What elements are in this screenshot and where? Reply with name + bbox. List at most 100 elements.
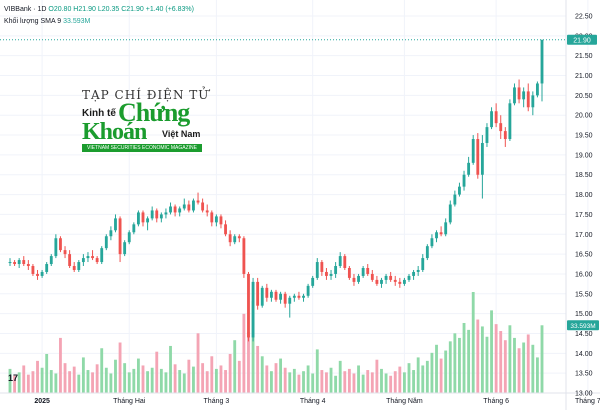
candle-body xyxy=(375,279,379,284)
candle-body xyxy=(407,275,411,280)
price-tick-label: 15.50 xyxy=(575,291,593,298)
candle-body xyxy=(104,236,108,249)
candle-body xyxy=(540,39,544,84)
price-tick-label: 14.50 xyxy=(575,331,593,338)
candle-body xyxy=(77,262,81,270)
volume-bar xyxy=(471,292,475,393)
price-tick-label: 21.50 xyxy=(575,53,593,60)
candle-body xyxy=(352,277,356,282)
candle-body xyxy=(302,295,305,298)
volume-bar xyxy=(13,375,17,393)
volume-bar xyxy=(476,319,480,393)
volume-bar xyxy=(522,342,526,393)
candle-body xyxy=(159,214,163,219)
volume-bar xyxy=(233,340,237,393)
candle-body xyxy=(315,262,319,278)
price-tick-label: 21.00 xyxy=(575,73,593,80)
candle-body xyxy=(480,142,484,175)
volume-bar xyxy=(109,373,113,393)
volume-bar xyxy=(315,349,319,393)
volume-bar xyxy=(132,368,136,393)
volume-bar xyxy=(36,360,39,393)
volume-bar xyxy=(453,333,457,393)
candle-body xyxy=(13,262,17,265)
candle-body xyxy=(72,266,76,270)
volume-bar xyxy=(247,332,250,393)
volume-bar xyxy=(540,325,544,393)
volume-bar xyxy=(375,359,379,393)
volume-legend-value: 33.593M xyxy=(63,18,91,25)
volume-legend-label: Khối lượng SMA 9 xyxy=(4,18,62,25)
volume-bar xyxy=(448,341,452,393)
logo-line1: TẠP CHÍ ĐIỆN TỬ xyxy=(82,88,210,102)
candle-body xyxy=(205,210,209,213)
volume-bar xyxy=(182,373,186,393)
last-price-badge xyxy=(567,34,597,45)
volume-bar xyxy=(256,345,260,393)
price-tick-label: 19.00 xyxy=(575,152,593,159)
volume-bar xyxy=(279,358,283,393)
candle-body xyxy=(389,275,393,280)
volume-bar xyxy=(389,375,393,393)
candle-body xyxy=(210,212,214,223)
logo-viet-nam: Việt Nam xyxy=(162,129,201,139)
candle-body xyxy=(31,266,35,274)
volume-bar xyxy=(283,367,287,393)
candle-body xyxy=(297,295,301,298)
volume-bar xyxy=(91,372,94,393)
candle-body xyxy=(233,236,237,243)
candle-body xyxy=(173,206,177,213)
volume-bar xyxy=(494,324,498,393)
volume-bar xyxy=(63,363,67,393)
legend-symbol: VIBBank · 1D xyxy=(4,6,47,13)
candle-body xyxy=(114,218,117,231)
last-price-badge-label: 21.90 xyxy=(573,37,591,44)
candle-body xyxy=(370,273,374,280)
candle-body xyxy=(439,232,443,235)
logo-tagline: VIETNAM SECURITIES ECONOMIC MAGAZINE xyxy=(82,144,202,152)
price-tick-label: 19.50 xyxy=(575,133,593,140)
candle-body xyxy=(338,256,342,267)
candle-body xyxy=(444,222,448,235)
candle-body xyxy=(347,267,351,278)
candle-body xyxy=(17,260,21,265)
candle-body xyxy=(513,87,516,104)
volume-bar xyxy=(531,344,535,393)
candle-body xyxy=(265,287,269,298)
volume-bar xyxy=(242,313,246,393)
candle-body xyxy=(132,224,136,233)
volume-bar xyxy=(8,368,12,393)
candle-body xyxy=(476,139,480,175)
volume-bar xyxy=(45,353,49,393)
volume-bar xyxy=(260,356,264,393)
volume-badge-label: 33.593M xyxy=(570,323,595,330)
candle-body xyxy=(237,236,241,239)
volume-bar xyxy=(22,365,26,393)
volume-bar xyxy=(173,364,177,393)
candle-body xyxy=(150,210,154,219)
volume-bar xyxy=(343,371,347,393)
volume-bar xyxy=(311,373,315,393)
volume-bar xyxy=(513,337,516,393)
volume-bar xyxy=(480,326,484,393)
candle-body xyxy=(247,273,250,338)
candle-body xyxy=(279,293,283,300)
candle-body xyxy=(402,279,406,284)
volume-bar xyxy=(458,337,461,393)
volume-bar xyxy=(237,360,241,393)
volume-bar xyxy=(338,360,342,393)
legend-close: C21.90 xyxy=(121,6,144,13)
volume-bar xyxy=(104,367,108,393)
candle-body xyxy=(178,208,182,213)
volume-bar xyxy=(81,357,85,393)
candle-body xyxy=(462,174,466,187)
candle-body xyxy=(393,279,397,282)
volume-bar xyxy=(123,363,127,393)
volume-bar xyxy=(150,367,154,393)
volume-bar xyxy=(462,322,466,393)
volume-bar xyxy=(127,372,131,393)
candle-body xyxy=(292,295,296,298)
candle-body xyxy=(471,139,475,163)
candle-body xyxy=(164,212,168,215)
